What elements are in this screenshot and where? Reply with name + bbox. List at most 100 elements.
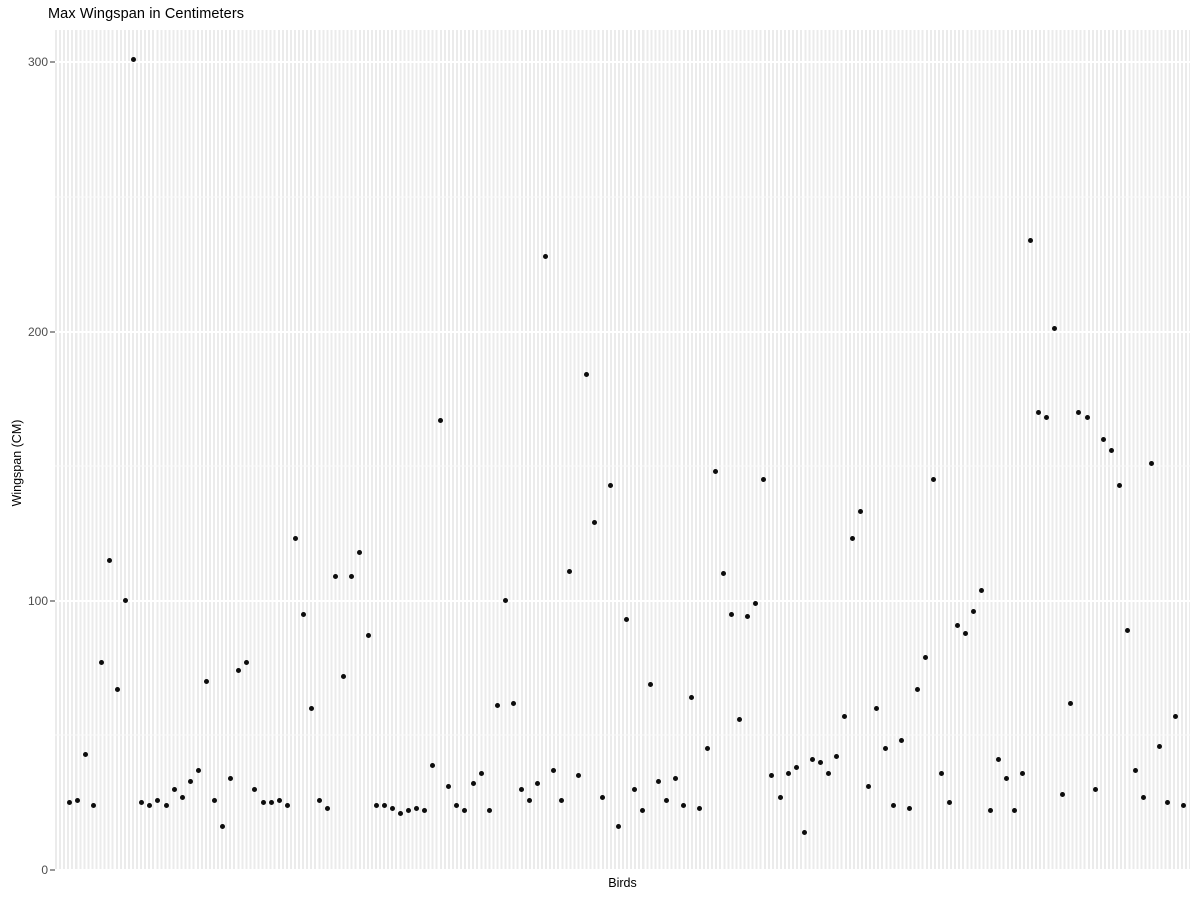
data-point [228,775,234,781]
data-point [599,794,605,800]
data-point [244,660,250,666]
data-point [1092,786,1098,792]
data-point [236,668,242,674]
data-point [1173,714,1179,720]
data-point [82,751,88,757]
data-point [737,716,743,722]
plot-panel [55,30,1190,870]
data-point [365,633,371,639]
gridline-minor [55,465,1190,467]
data-point [615,824,621,830]
data-point [486,808,492,814]
data-point [559,797,565,803]
data-point [607,482,613,488]
y-axis-label: Wingspan (CM) [10,419,24,507]
data-point [947,800,953,806]
data-point [381,802,387,808]
data-point [252,786,258,792]
data-point [640,808,646,814]
data-point [195,767,201,773]
data-point [527,797,533,803]
data-point [971,609,977,615]
data-point [931,477,936,483]
data-point [842,714,848,720]
data-point [551,767,557,773]
data-point [567,568,573,574]
gridline-minor [55,734,1190,736]
y-tick-mark [50,869,55,871]
data-point [1124,627,1130,633]
data-point [397,810,403,816]
data-point [308,705,314,711]
data-point [704,746,710,752]
data-point [115,687,121,693]
data-point [761,477,767,483]
data-point [139,800,145,806]
data-point [212,797,218,803]
data-point [874,705,880,711]
data-point [906,805,912,811]
data-point [680,802,686,808]
gridline-major [55,599,1190,602]
x-axis-label: Birds [608,876,637,890]
data-point [1027,237,1033,243]
data-point [325,805,331,811]
data-point [317,797,323,803]
data-point [276,797,282,803]
data-point [1044,415,1050,421]
data-point [1036,409,1042,415]
data-point [1060,792,1066,798]
data-point [777,794,783,800]
data-point [979,587,985,593]
data-point [1149,460,1155,466]
data-point [430,762,436,768]
data-point [446,784,452,790]
data-point [632,786,638,792]
data-point [955,622,961,628]
data-point [470,781,476,787]
data-point [535,781,541,787]
data-point [664,797,670,803]
data-point [1116,482,1122,488]
data-point [341,673,347,679]
data-point [292,536,298,542]
data-point [66,800,72,806]
data-point [155,797,161,803]
page-title: Max Wingspan in Centimeters [48,6,245,22]
data-point [123,598,129,604]
vertical-gridlines [55,30,1190,870]
data-point [922,654,928,660]
y-tick-mark [50,331,55,333]
data-point [1157,743,1163,749]
data-point [995,757,1001,763]
data-point [543,253,549,259]
data-point [74,797,80,803]
data-point [624,617,630,623]
data-point [179,794,185,800]
data-point [220,824,226,830]
gridline-major [55,330,1190,333]
data-point [712,469,718,475]
data-point [268,800,274,806]
data-point [672,775,678,781]
data-point [454,802,460,808]
data-point [575,773,581,779]
data-point [1141,794,1147,800]
data-point [793,765,799,771]
data-point [107,557,113,563]
gridline-minor [55,196,1190,198]
y-tick-mark [50,600,55,602]
data-point [147,802,153,808]
data-point [809,757,815,763]
data-point [914,687,920,693]
data-point [1165,800,1171,806]
data-point [373,802,379,808]
data-point [1100,436,1106,442]
data-point [284,802,290,808]
data-point [720,571,726,577]
data-point [519,786,525,792]
data-point [1019,770,1025,776]
data-point [866,784,872,790]
data-point [422,808,428,814]
data-point [98,660,104,666]
